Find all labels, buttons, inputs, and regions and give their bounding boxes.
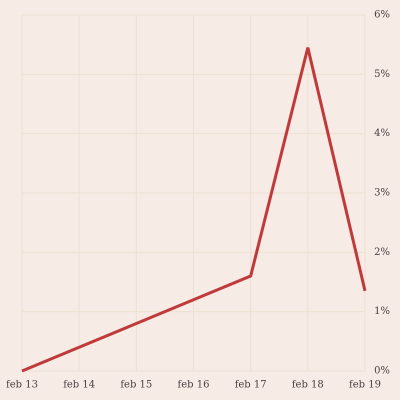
y-tick-label: 4% — [374, 128, 390, 139]
y-tick-label: 6% — [374, 10, 390, 21]
y-tick-label: 3% — [374, 188, 390, 199]
y-tick-label: 1% — [374, 306, 390, 317]
data-line — [21, 47, 367, 373]
x-tick-label: feb 18 — [292, 380, 324, 391]
x-tick-label: feb 13 — [6, 380, 38, 391]
y-tick-label: 0% — [374, 366, 390, 377]
x-tick-label: feb 17 — [235, 380, 267, 391]
y-tick-label: 5% — [374, 69, 390, 80]
y-tick-label: 2% — [374, 247, 390, 258]
x-tick-label: feb 19 — [349, 380, 381, 391]
x-tick-label: feb 14 — [63, 380, 95, 391]
x-tick-label: feb 16 — [178, 380, 210, 391]
x-tick-label: feb 15 — [120, 380, 152, 391]
